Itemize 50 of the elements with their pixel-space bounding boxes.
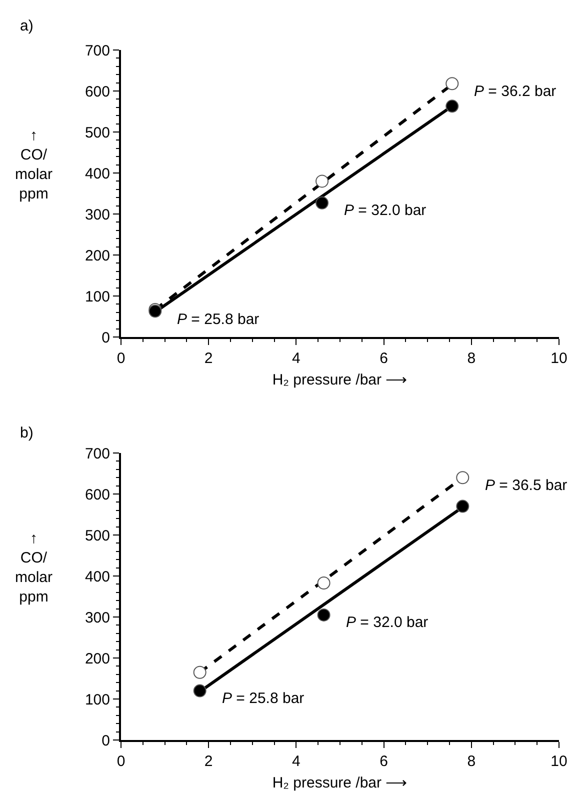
x-tick-label: 0 <box>116 350 126 367</box>
point <box>446 100 459 113</box>
y-tick-label: 100 <box>84 288 110 306</box>
y-tick-label: 200 <box>84 650 110 668</box>
annotation: P = 36.5 bar <box>485 477 568 494</box>
x-tick-label: 8 <box>467 350 476 367</box>
point <box>446 77 459 90</box>
y-tick-label: 100 <box>84 691 110 708</box>
x-tick-label: 6 <box>380 753 388 770</box>
annotation: P = 32.0 bar <box>346 614 428 631</box>
y-tick-label: 400 <box>84 165 110 182</box>
x-tick-label: 4 <box>292 753 300 770</box>
y-tick-label: 600 <box>84 83 110 100</box>
x-tick-label: 4 <box>292 350 300 367</box>
y-tick-label: 0 <box>102 732 110 750</box>
x-tick-label: 10 <box>550 753 568 770</box>
x-tick-label: 8 <box>467 753 476 770</box>
y-tick-label: 300 <box>84 609 110 626</box>
x-axis-title: H₂ pressure /bar ⟶ <box>272 372 408 388</box>
point <box>193 666 206 679</box>
chart-title: a) <box>20 17 34 34</box>
y-axis-title: ↑ CO/ molar ppm <box>15 530 53 606</box>
y-tick-label: 500 <box>84 527 110 544</box>
point <box>193 684 206 698</box>
x-tick-label: 0 <box>116 753 126 770</box>
y-tick-label: 500 <box>84 124 110 142</box>
point <box>456 471 470 484</box>
y-tick-label: 200 <box>84 247 110 264</box>
x-tick-label: 10 <box>550 350 568 367</box>
point <box>456 500 470 513</box>
point <box>317 608 330 622</box>
y-axis-title: ↑ CO/ molar ppm <box>15 127 53 202</box>
annotation: P = 25.8 bar <box>222 690 304 707</box>
annotation: P = 32.0 bar <box>344 202 426 219</box>
x-tick-label: 2 <box>204 350 213 367</box>
y-tick-label: 0 <box>102 329 110 346</box>
point <box>317 576 330 590</box>
annotation: P = 36.2 bar <box>474 83 556 100</box>
y-tick-label: 600 <box>84 486 110 504</box>
annotation: P = 25.8 bar <box>177 311 260 328</box>
x-tick-label: 2 <box>204 753 213 770</box>
y-tick-label: 700 <box>84 42 110 60</box>
point <box>316 174 329 188</box>
chart-title: b) <box>20 424 34 442</box>
y-tick-label: 700 <box>84 445 110 462</box>
x-axis-title: H₂ pressure /bar ⟶ <box>272 774 408 792</box>
x-tick-label: 6 <box>380 350 388 367</box>
y-tick-label: 400 <box>84 568 110 586</box>
point <box>316 196 329 210</box>
y-tick-label: 300 <box>84 206 110 224</box>
